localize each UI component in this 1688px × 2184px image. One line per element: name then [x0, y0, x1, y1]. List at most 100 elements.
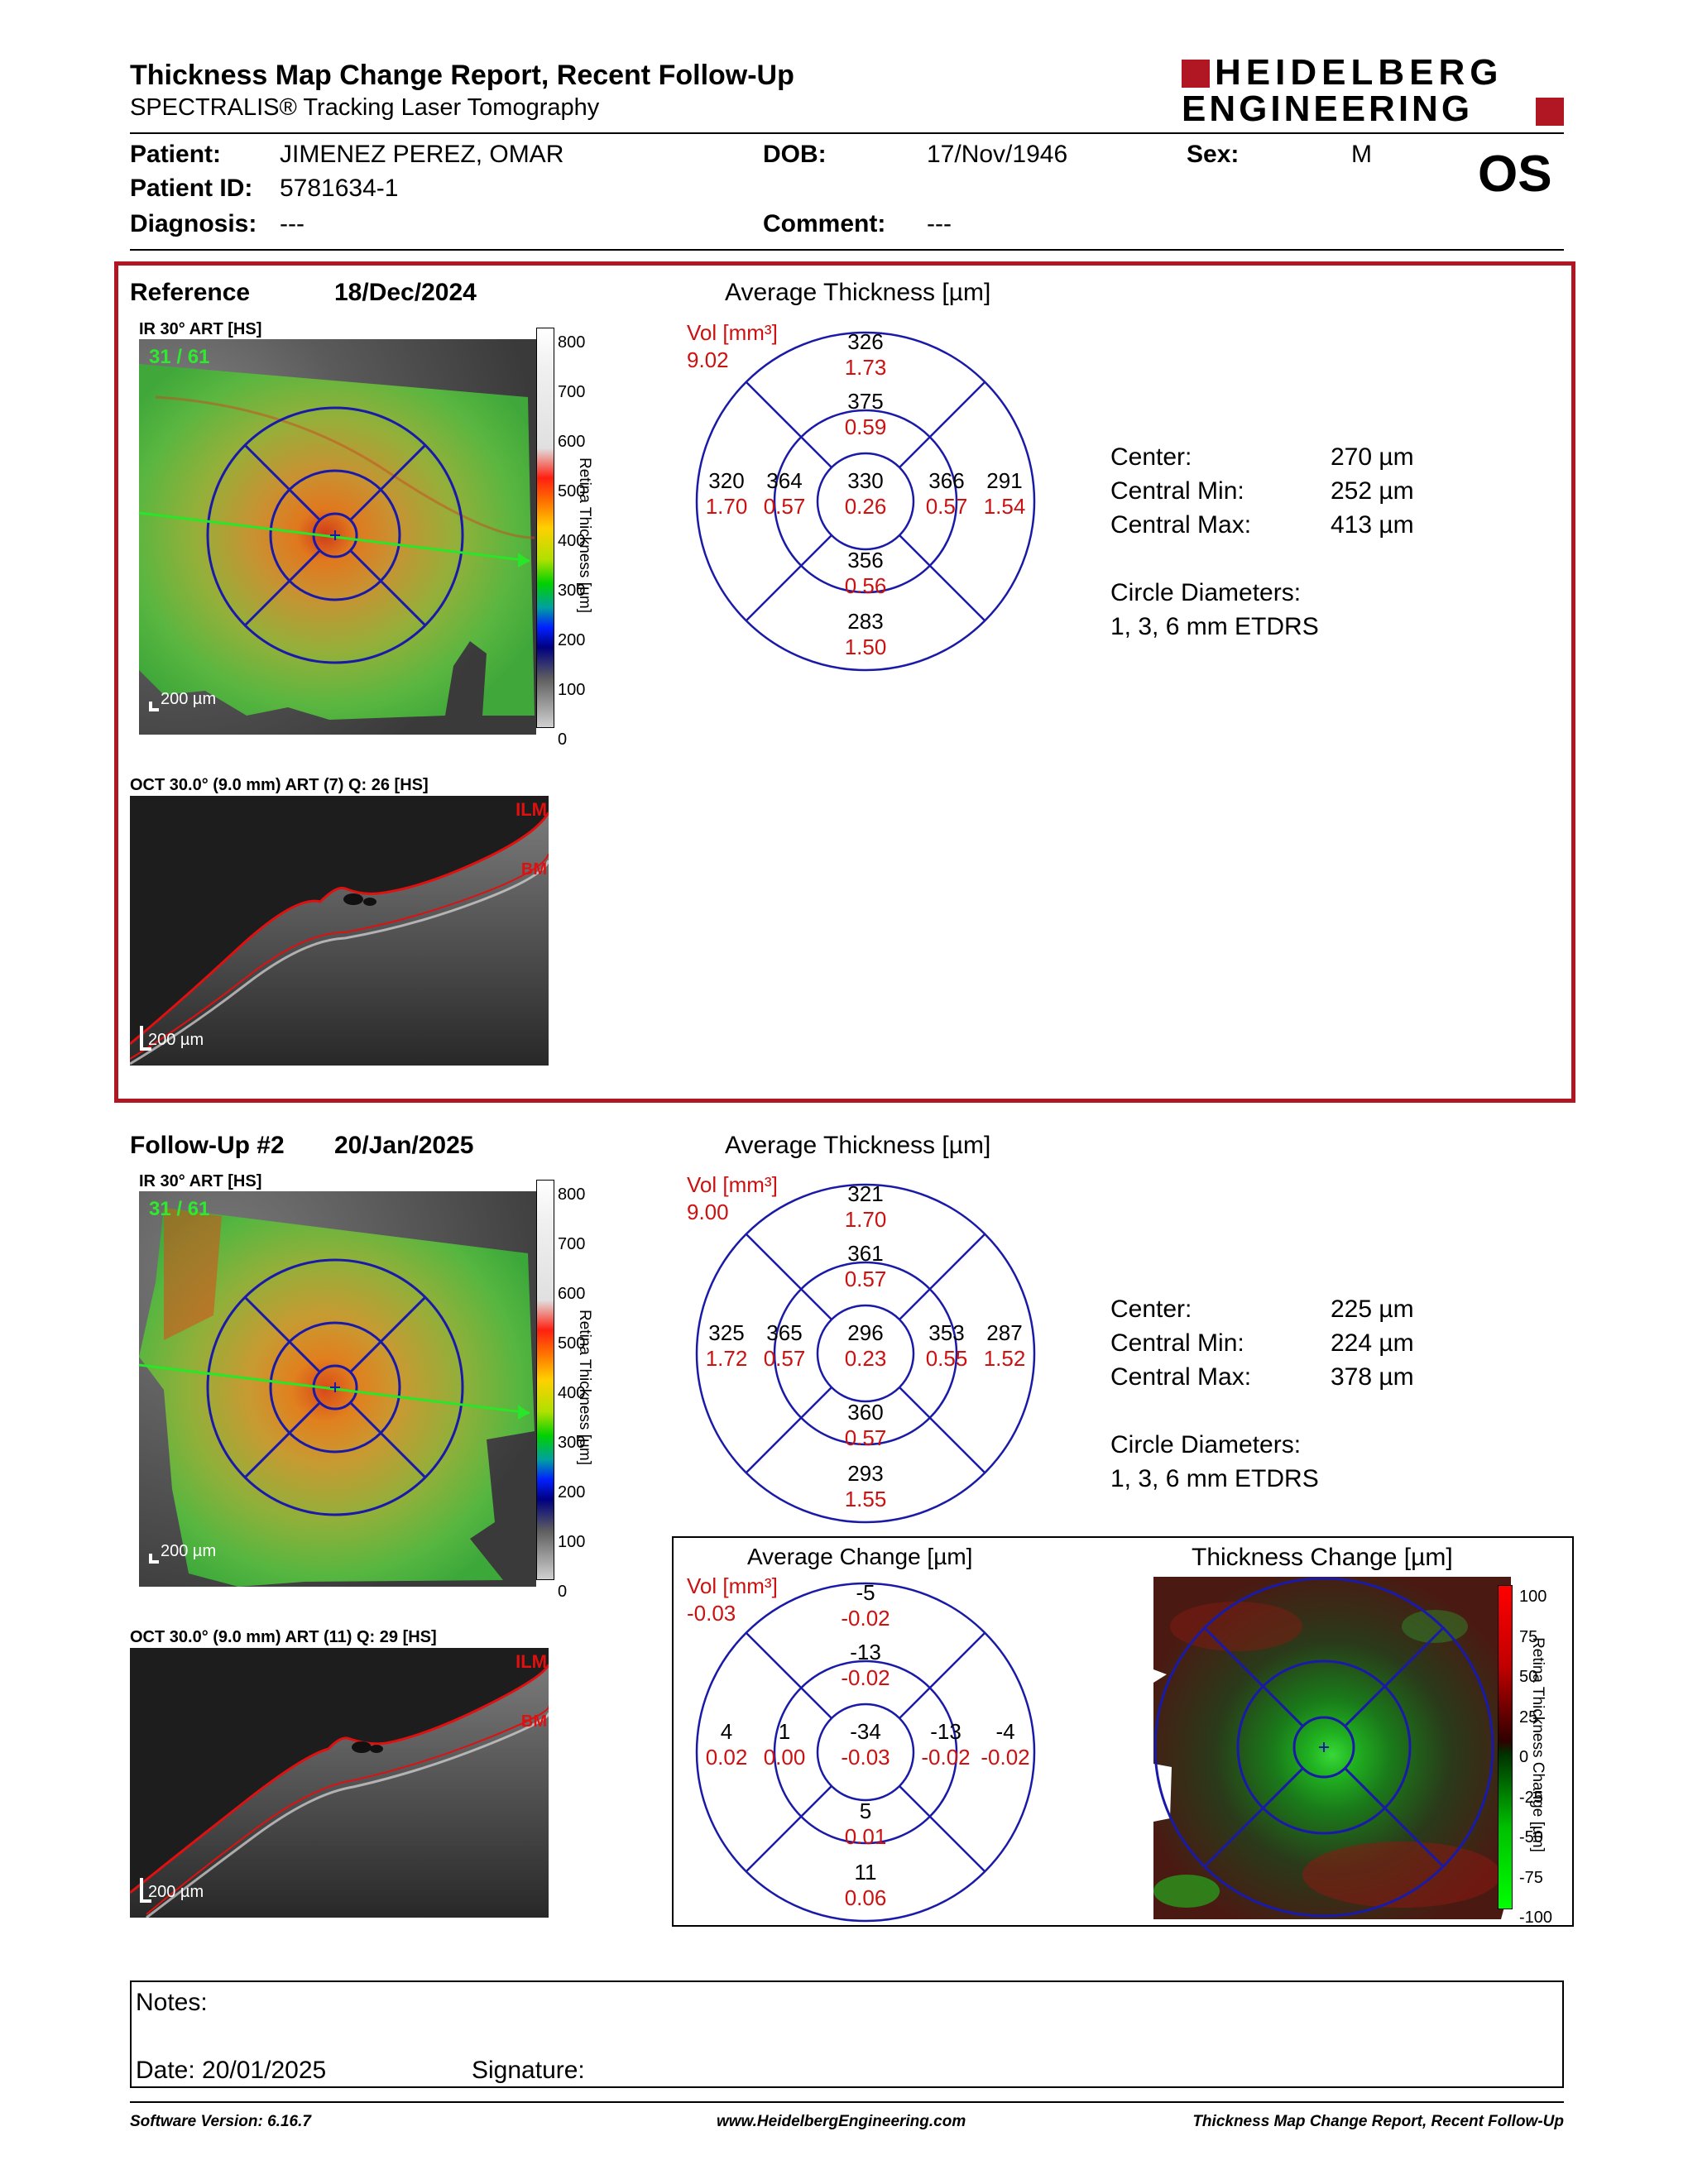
tick: -50 [1519, 1828, 1543, 1846]
outer-superior-thickness: 321 [847, 1181, 884, 1206]
patient-name: JIMENEZ PEREZ, OMAR [280, 141, 564, 168]
inner-temporal-thickness: 365 [766, 1320, 803, 1345]
outer-nasal-volume: 1.54 [983, 494, 1026, 519]
outer-nasal-volume-change: -0.02 [981, 1745, 1030, 1770]
central-max-label: Central Max: [1110, 511, 1252, 539]
notes-label: Notes: [136, 1989, 208, 2016]
change-colorbar [1498, 1585, 1513, 1909]
followup-etdrs-grid [695, 1183, 1036, 1524]
outer-inferior-thickness: 293 [847, 1461, 884, 1486]
notes-box[interactable] [130, 1980, 1564, 2088]
footer-report-name: Thickness Map Change Report, Recent Foll… [1192, 2113, 1564, 2130]
inner-nasal-thickness: 353 [928, 1320, 965, 1345]
circle-diameters-value: 1, 3, 6 mm ETDRS [1110, 1465, 1319, 1492]
sex-value: M [1351, 141, 1372, 168]
followup-scalebar: 200 µm [161, 1542, 217, 1560]
followup-stats-values: 225 µm 224 µm 378 µm [1331, 1292, 1414, 1394]
reference-vol-total: 9.02 [687, 347, 729, 372]
outer-temporal-thickness: 320 [708, 468, 745, 493]
central-min-label: Central Min: [1110, 477, 1244, 505]
outer-nasal-thickness: 287 [986, 1320, 1023, 1345]
center-value: 270 µm [1331, 443, 1414, 471]
outer-inferior-change: 11 [854, 1860, 877, 1885]
inner-nasal-volume: 0.57 [925, 494, 968, 519]
tick: 50 [1519, 1668, 1538, 1686]
followup-label: Follow-Up #2 [130, 1132, 285, 1159]
center-volume: 0.26 [844, 494, 887, 519]
outer-inferior-thickness: 283 [847, 609, 884, 634]
footer-software-version: Software Version: 6.16.7 [130, 2113, 311, 2130]
tick: 25 [1519, 1707, 1538, 1727]
inner-inferior-volume-change: 0.01 [844, 1824, 887, 1849]
tick: 400 [558, 532, 586, 550]
followup-colorbar-label: Retina Thickness [µm] [576, 1310, 593, 1465]
change-vol-total: -0.03 [687, 1601, 736, 1626]
patient-id-label: Patient ID: [130, 175, 253, 202]
central-min-label: Central Min: [1110, 1329, 1244, 1357]
followup-thickness-map: 31 / 61 200 µm [139, 1191, 536, 1587]
reference-colorbar-label: Retina Thickness [µm] [576, 457, 593, 613]
center-value: 225 µm [1331, 1296, 1414, 1323]
outer-inferior-volume-change: 0.06 [844, 1885, 887, 1910]
inner-superior-volume: 0.59 [844, 414, 887, 439]
dob-value: 17/Nov/1946 [927, 141, 1068, 168]
tick: 700 [558, 383, 586, 401]
reference-colorbar-ticks: 800 700 600 500 400 300 200 100 0 [558, 318, 585, 764]
followup-etdrs-overlay [139, 1258, 530, 1516]
followup-colorbar-ticks: 800 700 600 500 400 300 200 100 0 [558, 1170, 585, 1616]
inner-temporal-thickness: 364 [766, 468, 803, 493]
central-max-value: 378 µm [1331, 1363, 1414, 1391]
outer-superior-volume: 1.73 [844, 355, 887, 380]
reference-oct-label: OCT 30.0° (9.0 mm) ART (7) Q: 26 [HS] [130, 776, 429, 794]
center-volume-change: -0.03 [841, 1745, 890, 1770]
reference-colorbar [536, 328, 554, 728]
inner-nasal-change: -13 [930, 1719, 961, 1744]
patient-label: Patient: [130, 141, 222, 168]
tick: 100 [558, 681, 586, 699]
change-grid-values: -5 -0.02 -13 -0.02 4 0.02 1 0.00 -34 -0.03 -1… [693, 1580, 1038, 1924]
outer-superior-change: -5 [856, 1580, 875, 1605]
followup-vol-label: Vol [mm³] [687, 1172, 778, 1197]
tick: 200 [558, 631, 586, 649]
report-subtitle: SPECTRALIS® Tracking Laser Tomography [130, 94, 600, 121]
central-min-value: 252 µm [1331, 477, 1414, 505]
reference-ir-label: IR 30° ART [HS] [139, 320, 262, 338]
center-thickness: 330 [847, 468, 884, 493]
circle-diameters-label: Circle Diameters: [1110, 579, 1302, 606]
tick: 800 [558, 1185, 586, 1204]
tick: 400 [558, 1384, 586, 1402]
circle-diameters-value: 1, 3, 6 mm ETDRS [1110, 613, 1319, 640]
followup-oct-scalebar: 200 µm [148, 1883, 204, 1901]
outer-temporal-volume: 1.72 [705, 1346, 748, 1371]
center-change: -34 [850, 1719, 881, 1744]
dob-label: DOB: [763, 141, 827, 168]
reference-avg-title: Average Thickness [µm] [725, 279, 991, 306]
footer-website[interactable]: www.HeidelbergEngineering.com [717, 2113, 966, 2130]
inner-inferior-volume: 0.57 [844, 1425, 887, 1450]
tick: 75 [1519, 1627, 1538, 1646]
central-max-label: Central Max: [1110, 1363, 1252, 1391]
center-volume: 0.23 [844, 1346, 887, 1371]
inner-temporal-volume-change: 0.00 [763, 1745, 806, 1770]
reference-stats-values: 270 µm 252 µm 413 µm [1331, 440, 1414, 542]
inner-inferior-volume: 0.56 [844, 573, 887, 598]
reference-stats: Center: Central Min: Central Max: Circle… [1110, 440, 1319, 644]
followup-colorbar [536, 1180, 554, 1580]
comment-value: --- [927, 210, 952, 237]
change-etdrs-grid [695, 1582, 1036, 1923]
tick: 500 [558, 482, 586, 500]
date-label: Date: 20/01/2025 [136, 2057, 327, 2084]
heidelberg-logo: HEIDELBERG ENGINEERING [1182, 53, 1564, 131]
reference-date: 18/Dec/2024 [334, 279, 477, 306]
outer-superior-thickness: 326 [847, 329, 884, 354]
outer-nasal-thickness: 291 [986, 468, 1023, 493]
change-panel [672, 1536, 1574, 1927]
tick: 0 [558, 1583, 568, 1601]
circle-diameters-label: Circle Diameters: [1110, 1431, 1302, 1458]
outer-nasal-volume: 1.52 [983, 1346, 1026, 1371]
inner-temporal-volume: 0.57 [763, 494, 806, 519]
logo-line2: ENGINEERING [1182, 89, 1474, 129]
outer-temporal-thickness: 325 [708, 1320, 745, 1345]
inner-superior-volume-change: -0.02 [841, 1665, 890, 1690]
central-max-value: 413 µm [1331, 511, 1414, 539]
